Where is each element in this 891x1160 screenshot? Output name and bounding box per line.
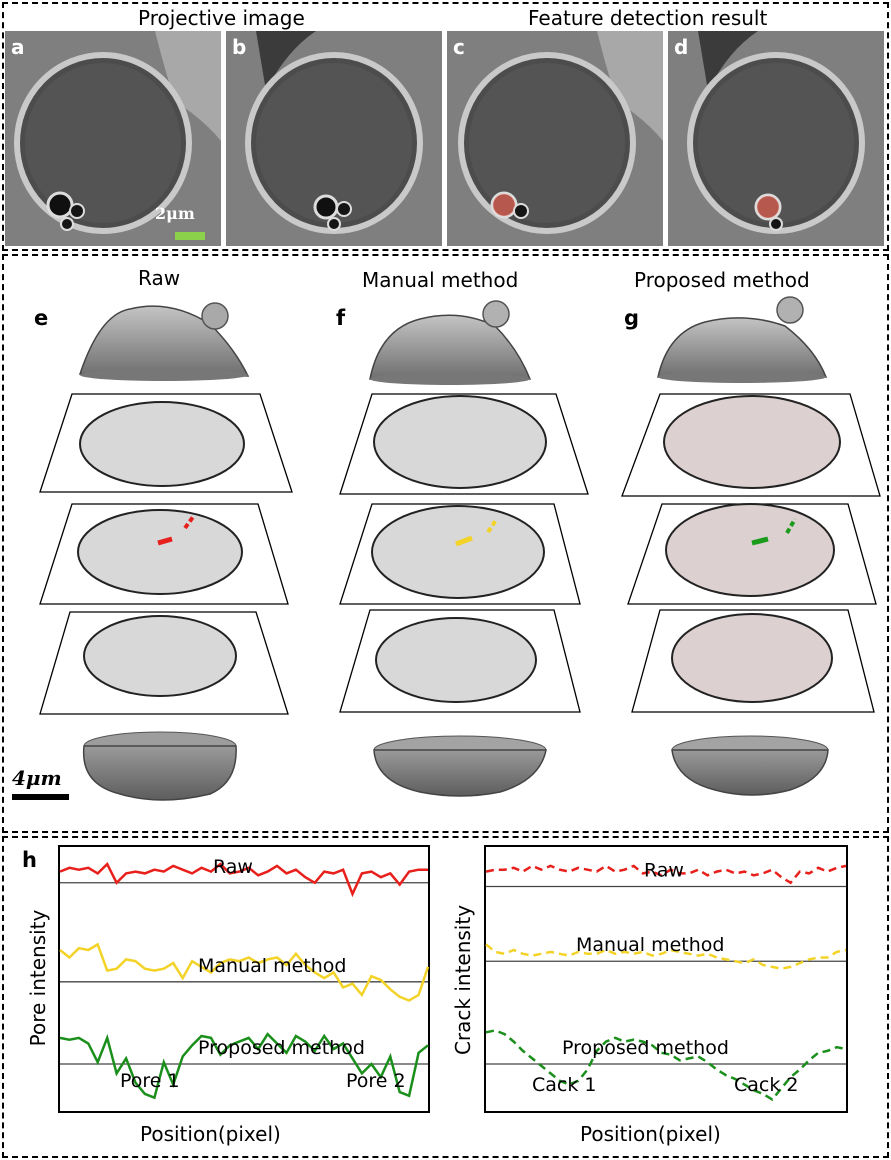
col-title-manual: Manual method [362, 268, 519, 292]
annotation-1: Pore 1 [120, 1070, 180, 1092]
series-line-proposed-method [59, 1032, 429, 1100]
crack-x-label: Position(pixel) [580, 1122, 721, 1146]
letter-e: e [34, 306, 49, 330]
micro-d-drawing [668, 31, 884, 246]
series-label-proposed-method: Proposed method [562, 1037, 729, 1059]
letter-h: h [22, 848, 37, 872]
pore-y-label: Pore intensity [26, 909, 50, 1047]
proposed-slice-2 [627, 503, 877, 605]
raw-base-render [82, 731, 237, 801]
label-d: d [674, 35, 689, 59]
micro-image-d: d [668, 31, 884, 246]
raw-slice-2 [39, 503, 289, 605]
micro-b-drawing [226, 31, 442, 246]
manual-base-render [373, 735, 547, 797]
raw-slice-3 [39, 611, 289, 715]
micro-image-a: a 2μm [5, 31, 221, 246]
proposed-base-render [671, 735, 829, 796]
annotation-1: Cack 1 [532, 1074, 597, 1096]
series-line-manual-method [59, 942, 430, 1002]
highlight-pore-d [757, 196, 779, 218]
series-label-raw: Raw [213, 856, 253, 878]
letter-g: g [624, 306, 640, 330]
manual-slice-3 [339, 609, 581, 713]
proposed-pore-marker [751, 536, 769, 546]
proposed-slice-1 [621, 393, 881, 497]
manual-slice-2 [339, 503, 581, 605]
series-label-manual-method: Manual method [576, 934, 724, 956]
pore-x-label: Position(pixel) [140, 1122, 281, 1146]
bottom-panel-frame [2, 836, 889, 1158]
annotation-2: Pore 2 [346, 1070, 406, 1092]
micro-a-drawing [5, 31, 221, 246]
manual-crack-marker [486, 518, 498, 534]
series-label-manual-method: Manual method [198, 955, 346, 977]
annotation-2: Cack 2 [734, 1074, 799, 1096]
micro-image-c: c [447, 31, 663, 246]
highlight-pore-c [493, 194, 515, 216]
raw-crack-marker [183, 515, 195, 530]
crack-y-label: Crack intensity [451, 904, 475, 1056]
scale-bar-4um [12, 794, 69, 800]
series-label-proposed-method: Proposed method [198, 1037, 365, 1059]
label-b: b [232, 35, 247, 59]
series-line-proposed-method [485, 1029, 847, 1102]
raw-dome-render [78, 302, 250, 381]
top-panel-frame [2, 2, 889, 251]
raw-pore-marker [157, 536, 173, 546]
series-line-raw [485, 864, 847, 885]
label-c: c [453, 35, 465, 59]
raw-slice-1 [39, 393, 293, 493]
middle-panel-frame [2, 254, 889, 833]
series-line-raw [59, 862, 428, 898]
series-line-manual-method [485, 943, 847, 970]
reconstruction-drawing [39, 296, 881, 801]
top-title-right: Feature detection result [528, 6, 768, 30]
label-a: a [11, 35, 25, 59]
scale-bar-4um-label: 4μm [12, 766, 62, 790]
micro-image-b: b [226, 31, 442, 246]
scale-bar-2um-label: 2μm [155, 204, 195, 223]
proposed-slice-3 [631, 609, 875, 713]
manual-pore-marker [455, 535, 473, 547]
letter-f: f [336, 306, 346, 330]
col-title-proposed: Proposed method [634, 268, 810, 292]
scale-bar-2um [175, 232, 205, 240]
proposed-crack-marker [785, 518, 797, 534]
crack-intensity-chart: Raw Manual method Proposed method Cack 1 Cac… [485, 860, 847, 1102]
top-title-left: Projective image [138, 6, 305, 30]
series-label-raw: Raw [644, 860, 684, 882]
pore-intensity-chart: Raw Manual method Proposed method Pore 1 Por… [59, 856, 430, 1100]
proposed-dome-render [657, 296, 828, 383]
col-title-raw: Raw [138, 266, 181, 290]
manual-dome-render [369, 300, 532, 385]
manual-slice-1 [339, 393, 589, 495]
micro-c-drawing [447, 31, 663, 246]
